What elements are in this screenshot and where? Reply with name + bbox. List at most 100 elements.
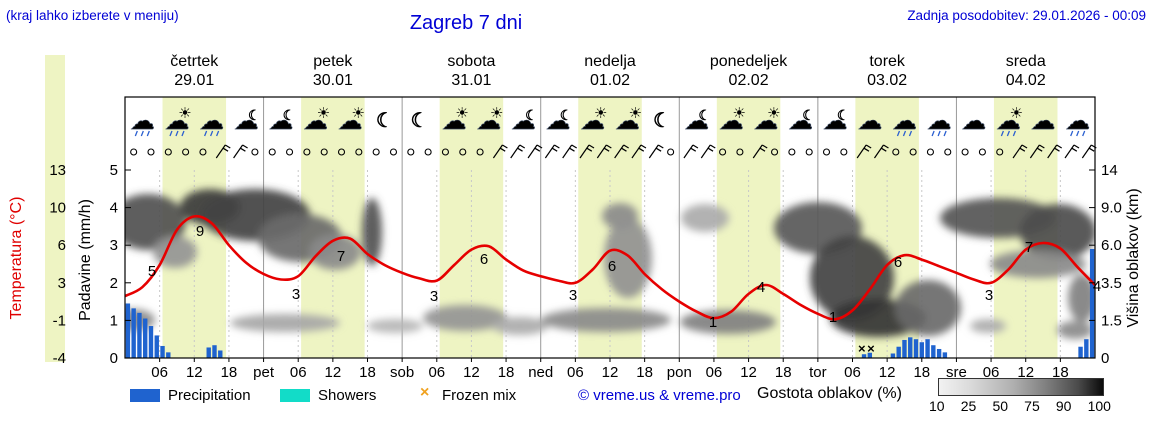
weather-partly-icon: ☀☁ bbox=[303, 105, 331, 135]
svg-text:sreda: sreda bbox=[1006, 53, 1046, 70]
svg-text:pet: pet bbox=[253, 364, 275, 381]
svg-text:torek: torek bbox=[869, 53, 906, 70]
weather-rain-icon: ☁ bbox=[130, 107, 155, 137]
density-tick: 75 bbox=[1024, 398, 1040, 414]
svg-text:☾: ☾ bbox=[410, 110, 428, 132]
svg-text:☁: ☁ bbox=[961, 107, 986, 135]
weather-rain-icon: ☁ bbox=[892, 107, 917, 137]
svg-text:6: 6 bbox=[894, 254, 902, 271]
svg-text:☀: ☀ bbox=[351, 105, 364, 122]
svg-text:☁: ☁ bbox=[684, 107, 709, 135]
svg-text:☁: ☁ bbox=[130, 107, 155, 135]
legend-showers-swatch bbox=[280, 389, 310, 402]
svg-text:4: 4 bbox=[757, 279, 765, 296]
svg-text:ned: ned bbox=[528, 364, 553, 381]
svg-text:☁: ☁ bbox=[857, 107, 882, 135]
svg-text:12: 12 bbox=[879, 364, 896, 381]
weather-moon-cloud-icon: ☾☁ bbox=[684, 107, 711, 136]
svg-text:3: 3 bbox=[110, 237, 118, 254]
left-daytime-strip bbox=[45, 55, 65, 362]
svg-text:30.01: 30.01 bbox=[313, 72, 353, 89]
svg-text:06: 06 bbox=[290, 364, 307, 381]
weather-rain-icon: ☁ bbox=[199, 107, 224, 137]
svg-text:☾: ☾ bbox=[698, 107, 711, 123]
svg-text:☾: ☾ bbox=[837, 107, 850, 123]
svg-text:☾: ☾ bbox=[248, 107, 261, 123]
svg-text:18: 18 bbox=[913, 364, 930, 381]
svg-text:10: 10 bbox=[49, 200, 66, 217]
svg-text:ponedeljek: ponedeljek bbox=[710, 53, 788, 70]
weather-icons-row: ☁ ☀☁ ☁ ☾☁ ☾☁ ☀☁ ☀☁ ☾ ☾ ☀☁ ☀☁ ☾☁ ☾☁ ☀☁ ☀☁ ☾ ☾☁ ☀☁ ☀☁ ☾☁ ☾☁ ☁ ☁ ☁… bbox=[130, 105, 1090, 137]
svg-text:-4: -4 bbox=[53, 350, 66, 367]
svg-text:☁: ☁ bbox=[892, 107, 917, 135]
svg-text:18: 18 bbox=[359, 364, 376, 381]
svg-text:2: 2 bbox=[110, 275, 118, 292]
svg-text:9: 9 bbox=[196, 223, 204, 240]
svg-text:06: 06 bbox=[844, 364, 861, 381]
svg-text:7: 7 bbox=[1025, 239, 1033, 256]
svg-text:12: 12 bbox=[1017, 364, 1034, 381]
svg-text:5: 5 bbox=[148, 263, 156, 280]
weather-moon-cloud-icon: ☾☁ bbox=[511, 107, 538, 136]
svg-text:☀: ☀ bbox=[178, 105, 191, 122]
svg-text:☁: ☁ bbox=[996, 107, 1021, 135]
svg-text:☾: ☾ bbox=[283, 107, 296, 123]
svg-text:14: 14 bbox=[1101, 162, 1118, 179]
weather-partly-icon: ☀☁ bbox=[476, 105, 504, 135]
svg-text:18: 18 bbox=[636, 364, 653, 381]
svg-text:18: 18 bbox=[775, 364, 792, 381]
svg-text:☀: ☀ bbox=[317, 105, 330, 122]
svg-text:3: 3 bbox=[569, 287, 577, 304]
svg-text:31.01: 31.01 bbox=[451, 72, 491, 89]
svg-text:☁: ☁ bbox=[268, 107, 293, 135]
weather-cloud-icon: ☁ bbox=[857, 107, 883, 136]
svg-text:03.02: 03.02 bbox=[867, 72, 907, 89]
cloud-density-title: Gostota oblakov (%) bbox=[757, 385, 902, 402]
temp-axis-title: Temperatura (°C) bbox=[8, 196, 25, 320]
weather-moon-cloud-icon: ☾☁ bbox=[545, 107, 572, 136]
svg-text:04.02: 04.02 bbox=[1006, 72, 1046, 89]
svg-text:☁: ☁ bbox=[927, 107, 952, 135]
svg-text:☁: ☁ bbox=[511, 107, 536, 135]
svg-text:☁: ☁ bbox=[199, 107, 224, 135]
legend-frozen-label: Frozen mix bbox=[442, 387, 517, 404]
svg-text:petek: petek bbox=[313, 53, 353, 70]
svg-text:06: 06 bbox=[428, 364, 445, 381]
weather-moon-icon: ☾ bbox=[376, 110, 394, 132]
svg-text:☁: ☁ bbox=[823, 107, 848, 135]
svg-text:12: 12 bbox=[463, 364, 480, 381]
svg-text:☀: ☀ bbox=[629, 105, 642, 122]
precip-axis-title: Padavine (mm/h) bbox=[77, 199, 94, 321]
svg-text:☀: ☀ bbox=[767, 105, 780, 122]
svg-text:0: 0 bbox=[1101, 350, 1109, 367]
density-tick: 90 bbox=[1055, 398, 1072, 414]
svg-text:☁: ☁ bbox=[719, 107, 744, 135]
svg-text:tor: tor bbox=[809, 364, 827, 381]
weather-moon-cloud-icon: ☾☁ bbox=[788, 107, 815, 136]
svg-text:☀: ☀ bbox=[455, 105, 468, 122]
time-axis-labels: 06 12 18 06 12 18 06 12 18 06 12 18 06 12 18 06 12 18 06 12… bbox=[151, 358, 1069, 381]
svg-text:3.5: 3.5 bbox=[1101, 275, 1122, 292]
weather-partly-icon: ☀☁ bbox=[580, 105, 608, 135]
svg-text:sob: sob bbox=[390, 364, 414, 381]
svg-text:3: 3 bbox=[430, 288, 438, 305]
weather-rain-sun-icon: ☀☁ bbox=[996, 105, 1023, 137]
page-title: Zagreb 7 dni bbox=[409, 12, 523, 34]
svg-text:6.0: 6.0 bbox=[1101, 237, 1122, 254]
svg-text:3: 3 bbox=[292, 286, 300, 303]
weather-moon-cloud-icon: ☾☁ bbox=[268, 107, 296, 136]
svg-text:1: 1 bbox=[110, 312, 118, 329]
svg-text:☁: ☁ bbox=[303, 107, 328, 135]
frozen-mix-icon: × bbox=[420, 384, 430, 401]
svg-text:☁: ☁ bbox=[615, 107, 640, 135]
svg-text:3: 3 bbox=[58, 275, 66, 292]
svg-text:6: 6 bbox=[58, 237, 66, 254]
legend-precip-swatch bbox=[130, 389, 160, 402]
copyright-link[interactable]: © vreme.us & vreme.pro bbox=[578, 387, 741, 404]
svg-text:12: 12 bbox=[740, 364, 757, 381]
svg-text:☁: ☁ bbox=[1031, 107, 1056, 135]
svg-text:3: 3 bbox=[985, 287, 993, 304]
weather-partly-icon: ☀☁ bbox=[753, 105, 781, 135]
svg-text:☁: ☁ bbox=[442, 107, 467, 135]
